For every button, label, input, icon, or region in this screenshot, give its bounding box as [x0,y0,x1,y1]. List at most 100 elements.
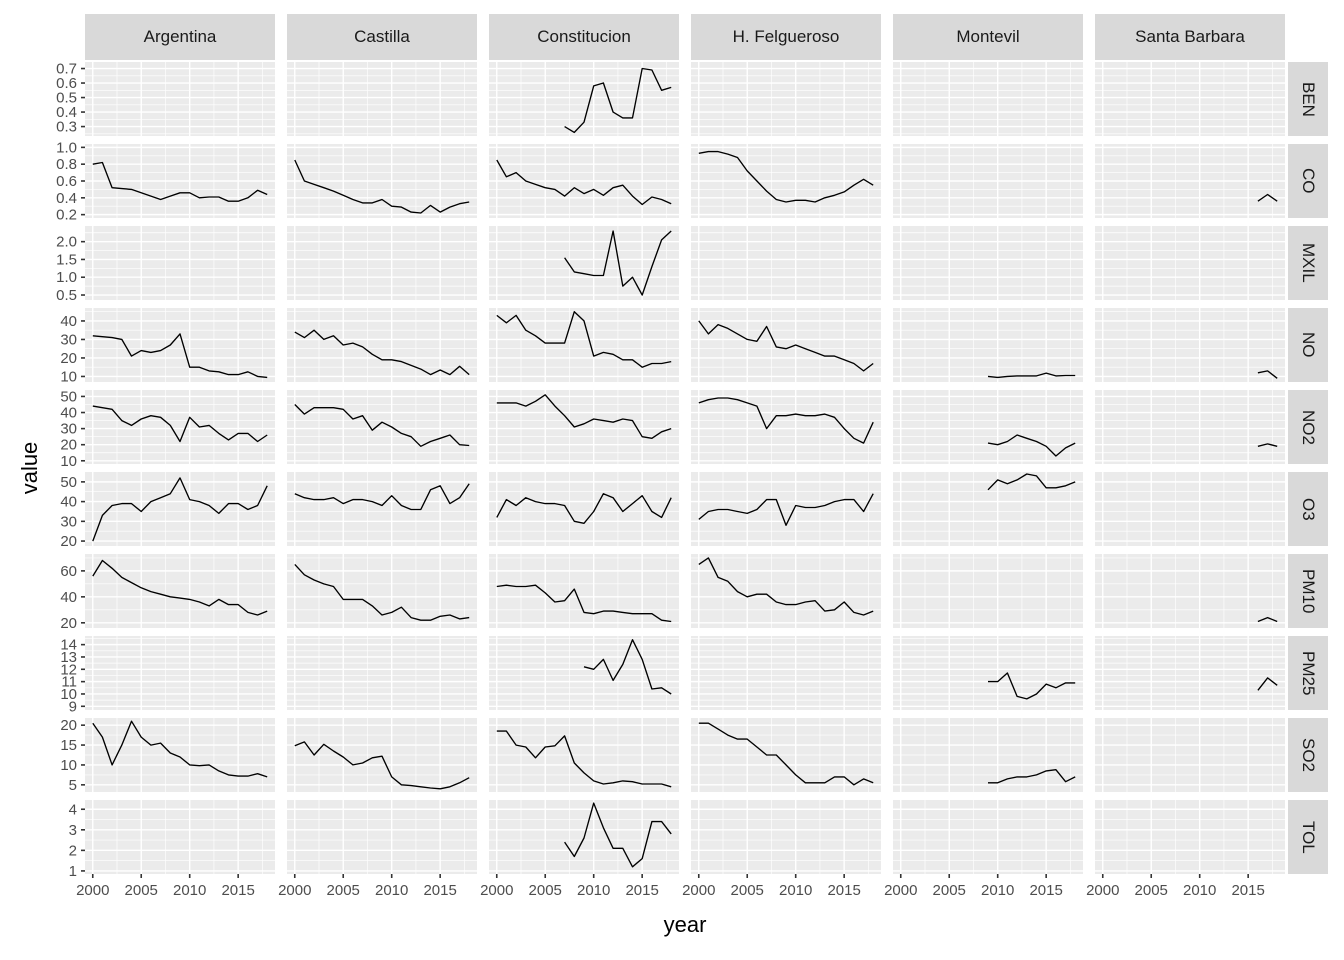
series-BEN-Constitucion [564,67,672,134]
series-NO-Montevil [987,372,1076,379]
series-O3-Argentina [92,477,268,542]
panel-NO-Argentina [85,308,275,382]
y-tick-label-PM25: 9 [69,698,77,715]
panel-BEN-Montevil [893,62,1083,136]
series-NO-Constitucion [496,311,672,368]
col-strip-label: Castilla [354,27,410,46]
series-NO2-H. Felgueroso [698,397,874,444]
y-tick-label-PM10: 20 [60,615,77,632]
y-tick-label-SO2: 20 [60,717,77,734]
y-tick-label-NO2: 50 [60,388,77,405]
panel-PM25-Constitucion [489,636,679,710]
row-strip-co: CO [1288,144,1328,218]
panel-NO-Montevil [893,308,1083,382]
series-NO2-Constitucion [496,394,672,439]
x-tick-label: 2000 [884,882,917,899]
panel-NO-Castilla [287,308,477,382]
y-tick-label-PM25: 10 [60,686,77,703]
panel-NO-Constitucion [489,308,679,382]
panel-PM10-Santa Barbara [1095,554,1285,628]
panel-PM10-Constitucion [489,554,679,628]
series-MXIL-Constitucion [564,230,672,296]
y-tick-label-PM10: 40 [60,589,77,606]
series-PM10-H. Felgueroso [698,557,874,616]
x-tick-label: 2000 [1086,882,1119,899]
panel-MXIL-Castilla [287,226,477,300]
y-tick-label-NO: 30 [60,331,77,348]
x-tick-label: 2015 [1231,882,1264,899]
y-axis-title: value [17,441,42,495]
x-tick-label: 2015 [221,882,254,899]
y-tick-label-PM25: 13 [60,649,77,666]
panel-NO-Santa Barbara [1095,308,1285,382]
series-SO2-Argentina [92,720,268,778]
col-strip-constitucion: Constitucion [489,14,679,60]
panel-BEN-Santa Barbara [1095,62,1285,136]
series-CO-Castilla [294,159,470,214]
series-NO2-Castilla [294,404,470,447]
panel-BEN-Argentina [85,62,275,136]
row-strip-label: SO2 [1299,737,1318,773]
panel-PM25-Santa Barbara [1095,636,1285,710]
panel-MXIL-Santa Barbara [1095,226,1285,300]
panel-PM25-H. Felgueroso [691,636,881,710]
y-tick-label-CO: 0.6 [56,173,77,190]
row-strip-mxil: MXIL [1288,226,1328,300]
series-SO2-Castilla [294,741,470,790]
series-O3-H. Felgueroso [698,493,874,526]
y-tick-label-BEN: 0.3 [56,119,77,136]
y-tick-label-CO: 0.8 [56,156,77,173]
series-SO2-H. Felgueroso [698,722,874,786]
x-tick-label: 2005 [327,882,360,899]
col-strip-montevil: Montevil [893,14,1083,60]
series-SO2-Montevil [988,769,1076,784]
x-tick-label: 2010 [577,882,610,899]
y-tick-label-MXIL: 0.5 [56,287,77,304]
panel-O3-Castilla [287,472,477,546]
series-CO-H. Felgueroso [698,150,874,203]
x-tick-label: 2010 [1183,882,1216,899]
x-axis-title: year [663,912,707,937]
series-NO2-Argentina [92,405,268,443]
row-strip-label: CO [1299,168,1318,194]
col-strip-castilla: Castilla [287,14,477,60]
y-tick-label-SO2: 15 [60,737,77,754]
y-tick-label-CO: 0.4 [56,190,77,207]
y-tick-label-MXIL: 2.0 [56,234,77,251]
y-tick-label-NO2: 30 [60,421,77,438]
x-tick-label: 2005 [529,882,562,899]
col-strip-label: Montevil [956,27,1020,46]
series-CO-Constitucion [496,159,672,206]
x-tick-label: 2005 [1135,882,1168,899]
y-tick-label-CO: 0.2 [56,207,77,224]
panel-PM25-Montevil [893,636,1083,710]
row-strip-label: NO2 [1299,409,1318,445]
series-PM25-Montevil [988,672,1076,700]
y-tick-label-O3: 30 [60,513,77,530]
y-tick-label-SO2: 5 [69,777,77,794]
panel-TOL-Argentina [85,800,275,874]
y-tick-label-NO2: 40 [60,405,77,422]
col-strip-label: Argentina [143,27,217,46]
col-strip-label: Constitucion [537,27,631,46]
panel-BEN-Castilla [287,62,477,136]
y-tick-label-TOL: 2 [69,842,77,859]
x-tick-label: 2005 [731,882,764,899]
panel-O3-Santa Barbara [1095,472,1285,546]
x-tick-label: 2015 [625,882,658,899]
series-NO-H. Felgueroso [698,320,874,372]
x-tick-label: 2010 [173,882,206,899]
x-tick-label: 2000 [76,882,109,899]
row-strip-ben: BEN [1288,62,1328,136]
panel-TOL-Santa Barbara [1095,800,1285,874]
panel-PM10-Castilla [287,554,477,628]
panel-PM10-Montevil [893,554,1083,628]
row-strip-so2: SO2 [1288,718,1328,792]
col-strip-santa-barbara: Santa Barbara [1095,14,1285,60]
y-tick-label-NO2: 20 [60,437,77,454]
y-tick-label-SO2: 10 [60,757,77,774]
row-strip-no: NO [1288,308,1328,382]
y-tick-label-NO: 10 [60,368,77,385]
